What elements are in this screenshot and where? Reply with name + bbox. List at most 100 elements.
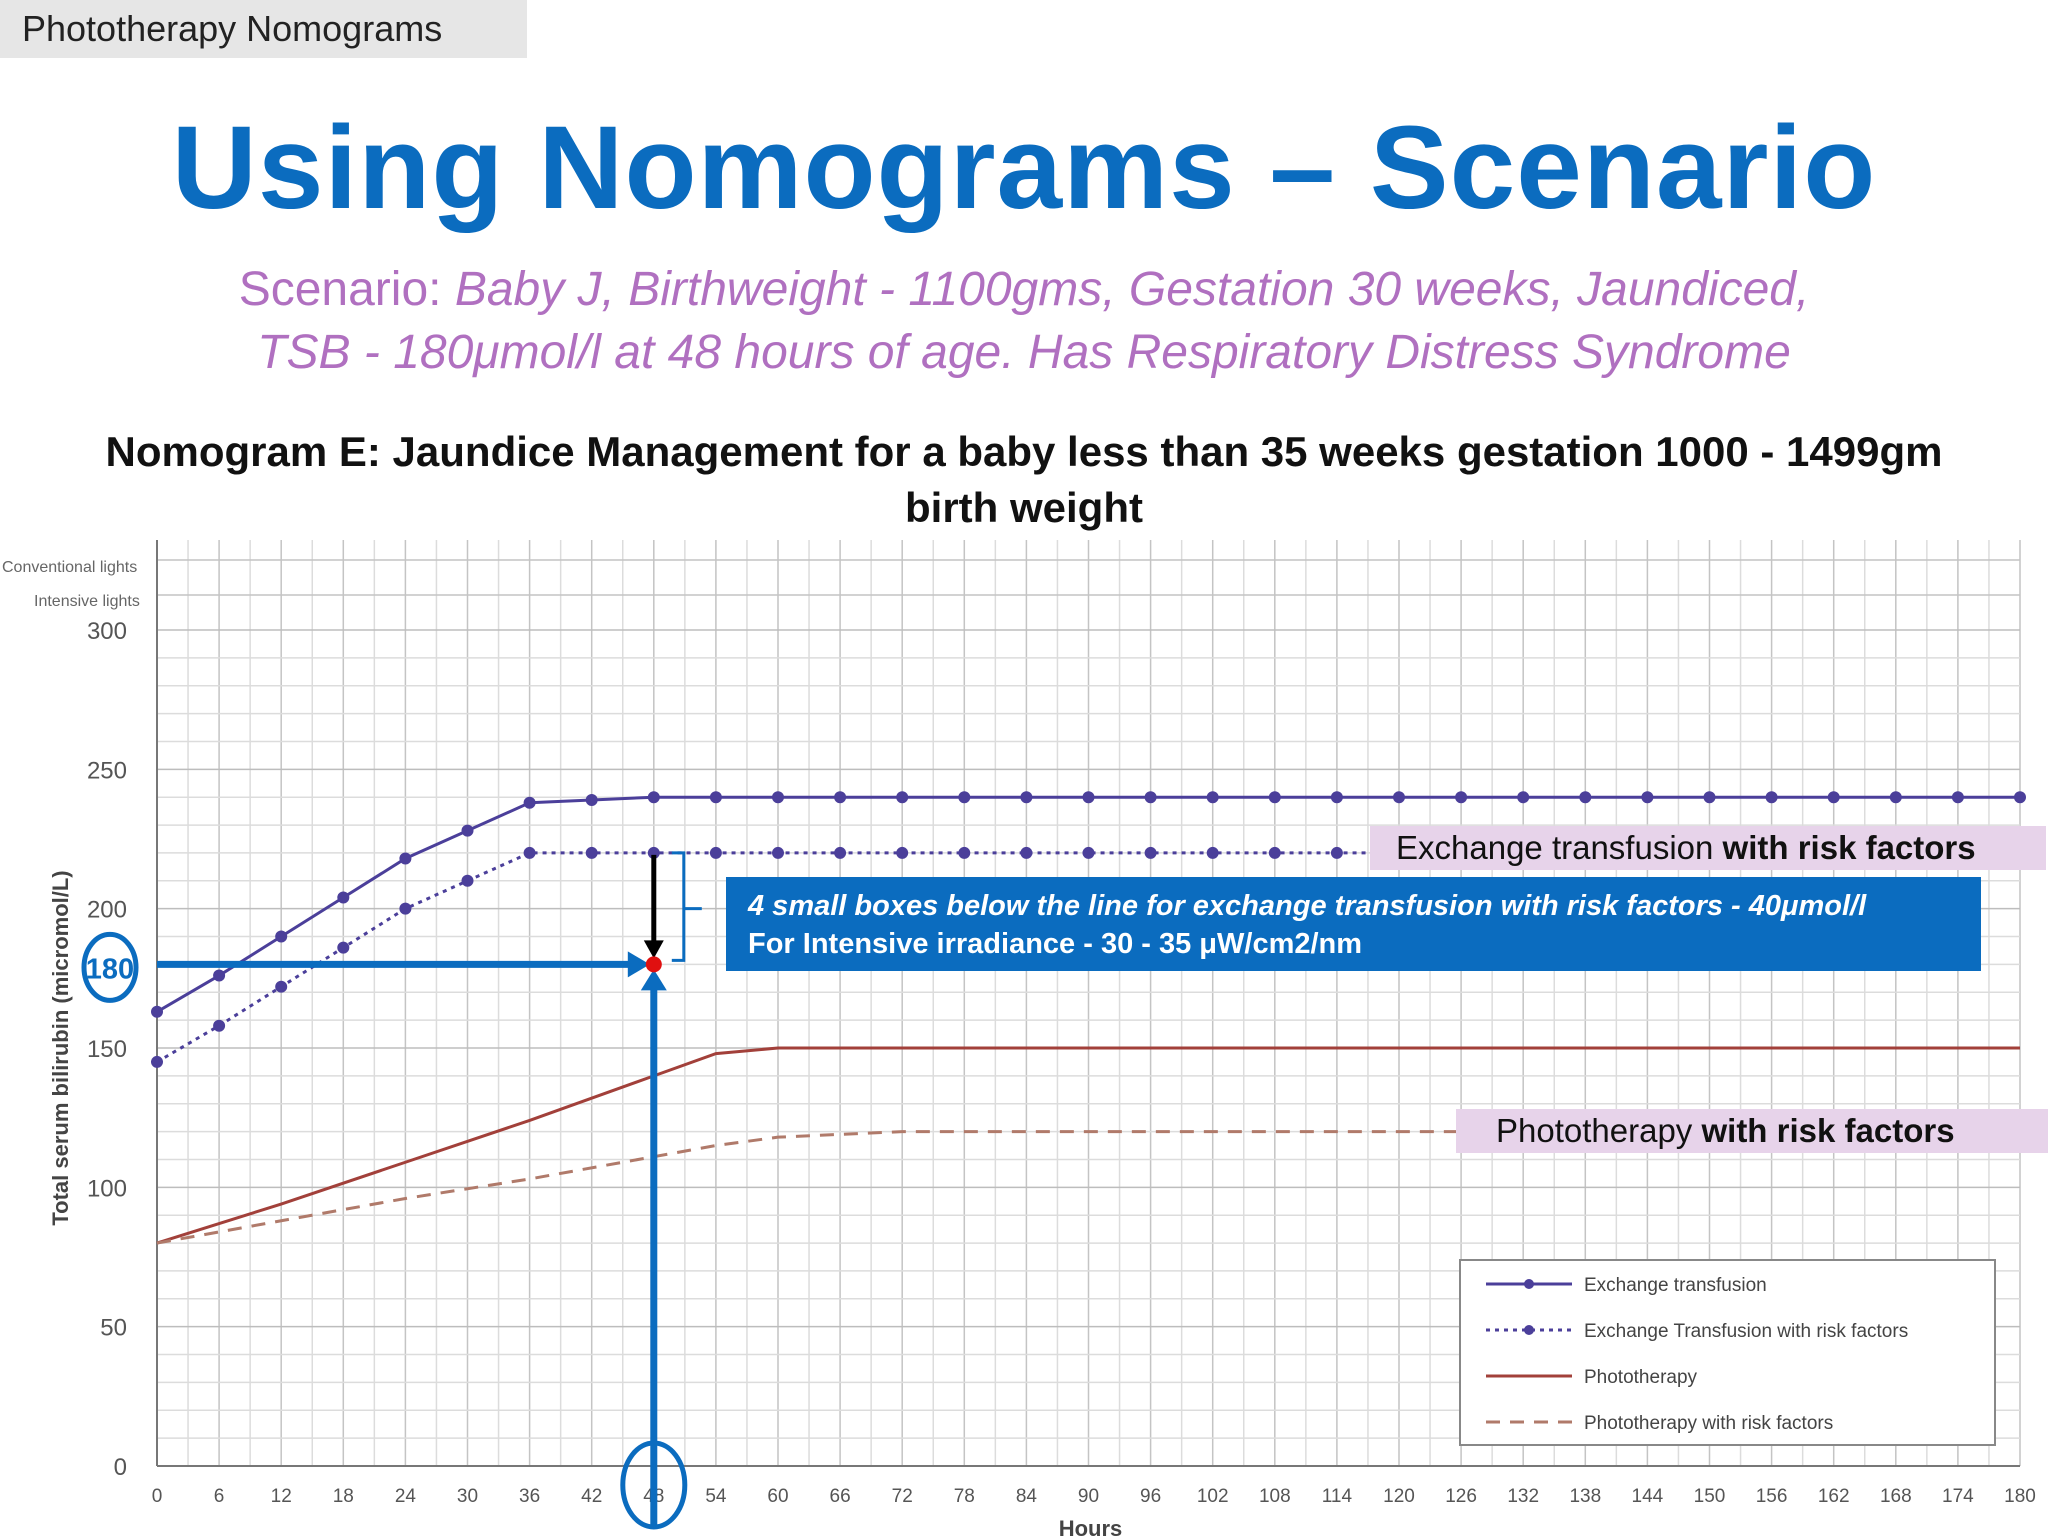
- scenario-text-2: TSB - 180μmol/l at 48 hours of age. Has …: [257, 326, 1791, 379]
- series-point-1: [958, 791, 971, 804]
- hours-48-circle: [620, 1440, 688, 1530]
- phototherapy-risk-label-normal: Phototherapy: [1496, 1112, 1702, 1149]
- series-point-2: [399, 902, 412, 915]
- series-point-1: [1144, 791, 1157, 804]
- series-point-1: [1951, 791, 1964, 804]
- x-tick-label: 12: [271, 1486, 292, 1507]
- series-point-1: [213, 969, 226, 982]
- scenario-line-1: Scenario: Baby J, Birthweight - 1100gms,…: [0, 262, 2048, 317]
- series-point-2: [151, 1055, 163, 1068]
- x-tick-label: 144: [1632, 1486, 1664, 1507]
- series-point-1: [647, 791, 660, 804]
- patient-point: [645, 956, 662, 973]
- x-tick-label: 102: [1197, 1486, 1229, 1507]
- note-line-1: 4 small boxes below the line for exchang…: [748, 890, 1867, 922]
- difference-arrow-head: [643, 940, 664, 959]
- series-point-1: [275, 930, 288, 943]
- x-tick-label: 180: [2004, 1486, 2036, 1507]
- x-tick-label: 6: [214, 1486, 225, 1507]
- series-line-3: [156, 1046, 2020, 1245]
- x-tick-label: 18: [333, 1486, 354, 1507]
- series-point-1: [1206, 791, 1219, 804]
- y-tick-label: 0: [114, 1454, 127, 1481]
- x-tick-label: 162: [1818, 1486, 1850, 1507]
- series-point-1: [834, 791, 847, 804]
- series-point-1: [1517, 791, 1530, 804]
- explanation-note: 4 small boxes below the line for exchang…: [726, 877, 1981, 971]
- legend-label: Phototherapy: [1584, 1367, 1698, 1388]
- arrow-head-horizontal: [627, 951, 650, 978]
- section-tag: Phototherapy Nomograms: [0, 0, 527, 58]
- x-tick-label: 96: [1140, 1486, 1161, 1507]
- series-point-2: [461, 874, 474, 887]
- series-point-2: [1330, 846, 1343, 859]
- legend-marker: [1524, 1325, 1534, 1335]
- page-title: Using Nomograms – Scenario: [171, 102, 1877, 234]
- exchange-risk-label-bold: with risk factors: [1722, 829, 1976, 866]
- series-point-2: [213, 1019, 226, 1032]
- x-tick-label: 150: [1694, 1486, 1726, 1507]
- exchange-risk-label-normal: Exchange transfusion: [1396, 829, 1723, 866]
- series-point-1: [709, 791, 722, 804]
- x-tick-label: 72: [892, 1486, 913, 1507]
- series-line-4: [156, 1130, 2020, 1245]
- x-tick-label: 78: [954, 1486, 975, 1507]
- x-tick-label: 36: [519, 1486, 540, 1507]
- x-tick-label: 24: [395, 1486, 417, 1507]
- phototherapy-risk-label: Phototherapy with risk factors: [1456, 1109, 2048, 1153]
- series-point-2: [1020, 846, 1033, 859]
- series-point-1: [1020, 791, 1033, 804]
- series-point-1: [1765, 791, 1778, 804]
- nomogram-title: Nomogram E: Jaundice Management for a ba…: [20, 424, 2028, 536]
- note-line-2: For Intensive irradiance - 30 - 35 μW/cm…: [748, 928, 1363, 960]
- series-point-1: [1703, 791, 1716, 804]
- series-point-1: [1579, 791, 1592, 804]
- x-tick-label: 126: [1445, 1486, 1477, 1507]
- legend-marker: [1524, 1279, 1534, 1289]
- y-tick-label: 100: [87, 1175, 127, 1202]
- series-point-1: [523, 796, 536, 809]
- series-point-1: [151, 1005, 163, 1018]
- x-tick-label: 54: [705, 1486, 727, 1507]
- series-point-2: [958, 846, 971, 859]
- series-point-2: [1206, 846, 1219, 859]
- x-tick-label: 84: [1016, 1486, 1038, 1507]
- series-point-1: [1393, 791, 1405, 804]
- series-point-1: [772, 791, 784, 804]
- series-point-2: [1144, 846, 1157, 859]
- exchange-risk-label: Exchange transfusion with risk factors: [1370, 826, 2046, 870]
- legend-label: Phototherapy with risk factors: [1584, 1413, 1833, 1434]
- series-point-1: [1330, 791, 1343, 804]
- x-tick-label: 90: [1078, 1486, 1099, 1507]
- marker-value-circle: [81, 931, 139, 1003]
- series-point-1: [461, 824, 474, 837]
- series-point-2: [896, 846, 909, 859]
- scenario-label: Scenario:: [238, 263, 442, 316]
- bracket: [671, 851, 702, 962]
- series-point-1: [1268, 791, 1281, 804]
- x-tick-label: 138: [1569, 1486, 1601, 1507]
- y-tick-label: 150: [87, 1036, 127, 1063]
- x-tick-label: 60: [767, 1486, 788, 1507]
- y-tick-label: 300: [87, 618, 127, 645]
- series-point-2: [647, 846, 660, 859]
- x-tick-label: 114: [1322, 1486, 1353, 1507]
- legend-box: [1459, 1259, 1996, 1446]
- y-axis-title: Total serum bilirubin (micromol/L): [48, 870, 73, 1225]
- x-tick-label: 132: [1507, 1486, 1539, 1507]
- series-point-1: [1082, 791, 1095, 804]
- x-tick-label: 168: [1880, 1486, 1912, 1507]
- series-point-1: [1889, 791, 1902, 804]
- legend-label: Exchange transfusion: [1584, 1275, 1767, 1296]
- series-point-2: [585, 846, 598, 859]
- scenario-text-1: Baby J, Birthweight - 1100gms, Gestation…: [454, 263, 1810, 316]
- top-row-label: Conventional lights: [2, 559, 137, 576]
- phototherapy-risk-label-bold: with risk factors: [1701, 1112, 1955, 1149]
- arrow-head-vertical: [640, 969, 667, 991]
- x-tick-label: 174: [1942, 1486, 1974, 1507]
- x-tick-label: 42: [581, 1486, 602, 1507]
- series-point-2: [523, 846, 536, 859]
- series-point-1: [399, 852, 412, 865]
- x-tick-label: 108: [1259, 1486, 1291, 1507]
- nomogram-title-line-1: Nomogram E: Jaundice Management for a ba…: [105, 428, 1943, 475]
